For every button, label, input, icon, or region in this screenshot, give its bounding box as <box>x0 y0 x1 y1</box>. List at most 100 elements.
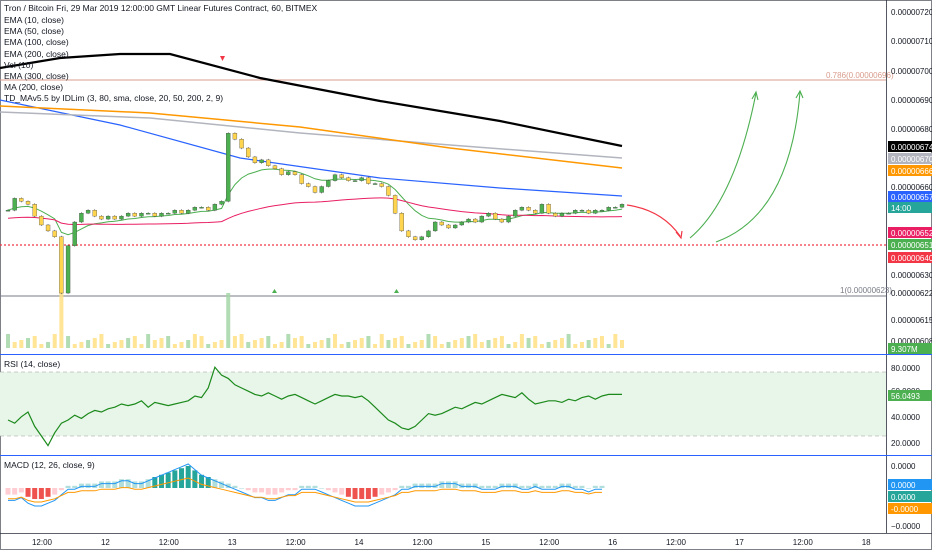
price-tick: 0.00000660 <box>891 183 932 192</box>
price-axis[interactable]: 0.00000720 0.00000710 0.00000700 0.00000690… <box>888 8 932 354</box>
volume-bar <box>333 334 338 348</box>
volume-bar <box>259 338 264 348</box>
legend-item[interactable]: EMA (10, close) <box>4 15 64 25</box>
price-badge-bg <box>888 239 932 250</box>
macd-histogram-bar <box>392 488 398 491</box>
macd-histogram-bar <box>572 485 578 488</box>
macd-histogram-bar <box>32 488 38 499</box>
candle-body <box>139 213 144 217</box>
candle-body <box>99 215 104 220</box>
macd-histogram-bar <box>259 488 265 493</box>
candle-body <box>219 201 224 205</box>
volume-bar <box>112 342 117 348</box>
candle-body <box>25 201 31 205</box>
candle-body <box>372 183 378 185</box>
volume-bar <box>513 342 518 348</box>
volume-bar <box>466 336 471 348</box>
macd-histogram-bar <box>439 481 445 488</box>
candle-body <box>352 180 358 182</box>
legend-item[interactable]: EMA (300, close) <box>4 71 69 82</box>
time-label: 12:00 <box>666 538 687 547</box>
macd-line <box>8 463 602 507</box>
legend-item[interactable]: TD_MAv5.5 by IDLim (3, 80, sma, close, 2… <box>4 93 224 104</box>
volume-bar <box>453 340 458 348</box>
forecast-down-arrowhead <box>675 230 683 240</box>
macd-histogram-bar <box>192 470 198 488</box>
candle-body <box>186 210 191 214</box>
volume-bar <box>32 336 37 348</box>
macd-histogram-bar <box>466 483 471 488</box>
candle-body <box>459 221 464 226</box>
volume-bar <box>313 342 317 348</box>
candle-body <box>619 204 625 208</box>
candle-body <box>412 236 418 240</box>
time-axis[interactable]: 12:00 12 12:00 13 12:00 14 12:00 15 12:00 16 12:00… <box>32 538 871 547</box>
candle-body <box>439 221 444 226</box>
rsi-label[interactable]: RSI (14, close) <box>4 359 61 369</box>
candle-body <box>446 224 451 229</box>
candle-body <box>12 198 17 211</box>
candle-body <box>299 174 304 184</box>
macd-histogram-bar <box>98 481 104 488</box>
macd-badge: -0.0000 <box>891 505 919 514</box>
volume-bar <box>119 340 124 348</box>
legend-item[interactable]: EMA (200, close) <box>4 48 69 59</box>
price-tick: 0.00000710 <box>891 37 932 46</box>
volume-bar <box>493 338 498 348</box>
macd-histogram-bar <box>405 485 411 488</box>
legend-item[interactable]: EMA (100, close) <box>4 37 69 48</box>
legend-item[interactable]: Vol (10) <box>4 59 34 70</box>
candle-body <box>172 210 177 214</box>
macd-histogram-bar <box>138 481 144 488</box>
volume-bar <box>326 338 331 348</box>
price-badge-bg <box>888 252 932 263</box>
volume-bar <box>46 342 51 348</box>
candle-body <box>332 174 338 181</box>
price-tick: 0.00000720 <box>891 8 932 17</box>
legend-item[interactable]: EMA (50, close) <box>4 26 64 37</box>
candle-body <box>279 168 284 175</box>
candle-body <box>286 171 291 175</box>
candle-body <box>593 210 598 214</box>
price-badge-bg <box>888 141 932 152</box>
candle-body <box>45 224 51 232</box>
sell-marker <box>220 56 225 61</box>
candle-body <box>379 183 384 187</box>
macd-axis[interactable]: 0.00000.0000−0.00000.00000.0000-0.0000 <box>888 462 932 531</box>
legend-item[interactable]: MA (200, close) <box>4 82 64 93</box>
volume-bar <box>526 338 531 348</box>
macd-histogram-bar <box>18 488 24 493</box>
macd-label[interactable]: MACD (12, 26, close, 9) <box>4 460 95 470</box>
macd-histogram-bar <box>152 477 158 488</box>
candle-body <box>206 207 211 211</box>
candle-body <box>292 171 298 175</box>
macd-histogram-bar <box>472 483 478 488</box>
macd-histogram-bar <box>179 468 185 488</box>
volume-bar <box>439 344 444 348</box>
macd-histogram-bar <box>552 485 558 488</box>
macd-histogram-bar <box>12 488 18 495</box>
volume-bar <box>359 338 364 348</box>
macd-histogram-bar <box>492 485 498 488</box>
macd-badge-bg <box>888 491 932 502</box>
macd-histogram-bar <box>292 488 298 491</box>
volume-bar <box>426 334 431 348</box>
price-tick: 0.00000700 <box>891 67 932 76</box>
macd-histogram-bar <box>185 466 191 488</box>
volume-bar <box>106 344 111 348</box>
candle-body <box>85 210 91 214</box>
macd-histogram-bar <box>159 474 164 488</box>
candle-body <box>539 204 545 214</box>
time-label: 12 <box>101 538 110 547</box>
volume-bar <box>519 334 524 348</box>
volume-bar <box>379 334 384 348</box>
macd-histogram-bar <box>285 488 291 491</box>
indicator-legend[interactable]: EMA (10, close) EMA (50, close) EMA (100, … <box>4 15 223 105</box>
buy-marker-1 <box>272 289 277 293</box>
macd-tick: −0.0000 <box>891 522 921 531</box>
rsi-pane <box>0 365 886 447</box>
macd-histogram-bar <box>526 485 532 488</box>
volume-bar <box>186 340 191 348</box>
